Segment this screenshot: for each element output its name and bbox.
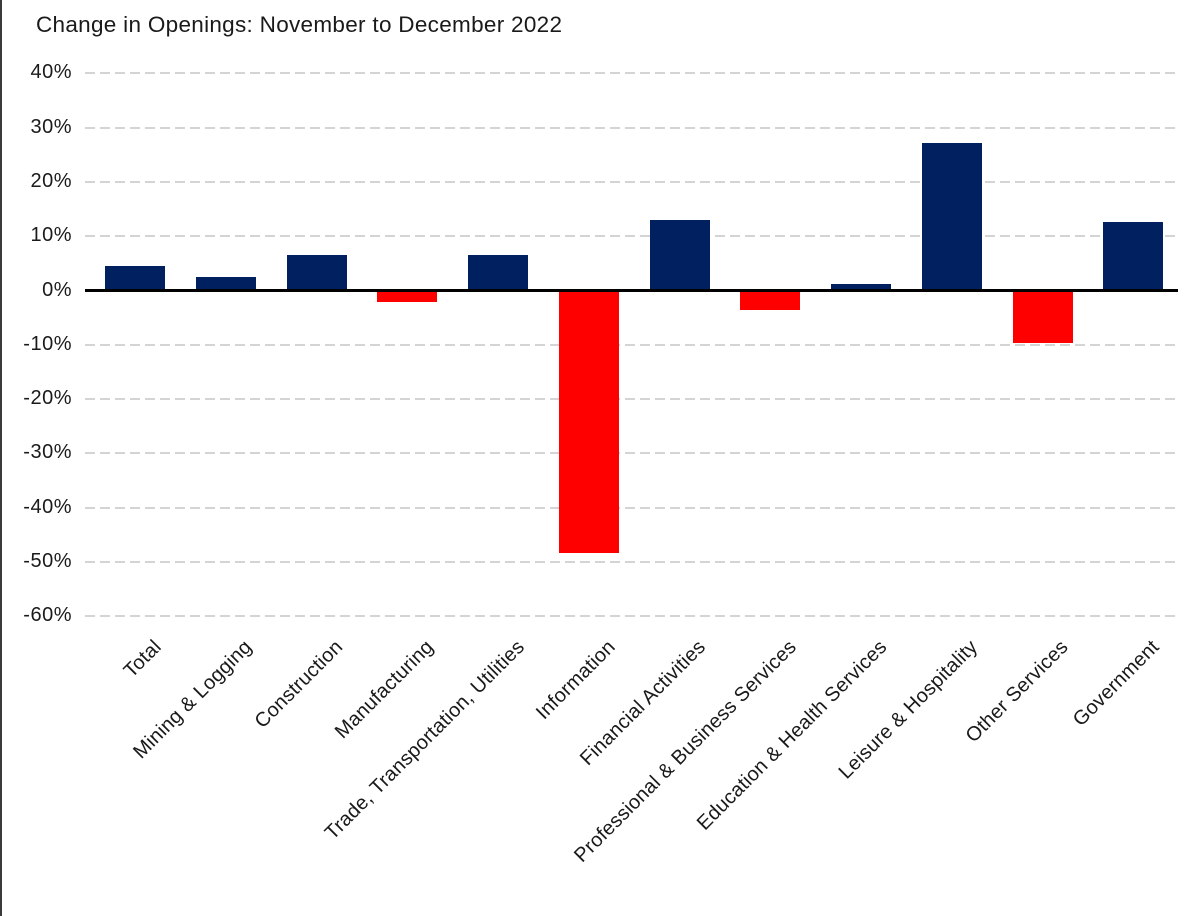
x-axis-category-label: Education & Health Services xyxy=(692,636,892,835)
gridline xyxy=(85,398,1178,401)
y-axis-tick-label: -30% xyxy=(23,441,72,464)
bar xyxy=(649,220,710,291)
bar xyxy=(1012,290,1073,344)
y-axis-tick-label: 40% xyxy=(30,61,72,84)
gridline xyxy=(85,72,1178,75)
y-axis-tick-label: -20% xyxy=(23,387,72,410)
bar xyxy=(1103,222,1164,291)
x-axis-category-label: Total xyxy=(119,636,166,683)
y-axis-tick-label: -40% xyxy=(23,495,72,518)
gridline xyxy=(85,180,1178,183)
y-axis-tick-label: 10% xyxy=(30,224,72,247)
gridline xyxy=(85,615,1178,618)
bar xyxy=(286,255,347,291)
bar xyxy=(105,266,165,291)
x-axis-category-label: Government xyxy=(1069,636,1164,731)
bar xyxy=(921,143,982,291)
x-axis-category-label: Trade, Transportation, Utilities xyxy=(320,636,529,845)
y-axis-tick-label: -10% xyxy=(23,332,72,355)
zero-axis-line xyxy=(85,289,1178,292)
gridline xyxy=(85,506,1178,509)
y-axis-tick-label: 20% xyxy=(30,169,72,192)
bar xyxy=(195,277,256,291)
bar xyxy=(831,283,891,291)
chart-title: Change in Openings: November to December… xyxy=(36,12,563,37)
bar xyxy=(558,290,619,553)
y-axis-tick-label: -60% xyxy=(23,604,72,627)
y-axis-tick-label: 30% xyxy=(30,115,72,138)
y-axis-tick-label: -50% xyxy=(23,550,72,572)
gridline xyxy=(85,235,1178,238)
gridline xyxy=(85,343,1178,346)
x-axis-category-label: Information xyxy=(531,636,620,724)
y-axis-tick-label: 0% xyxy=(42,278,72,301)
left-edge-line xyxy=(0,0,2,916)
bar xyxy=(377,290,438,302)
gridline xyxy=(85,452,1178,455)
bar xyxy=(740,290,801,310)
gridline xyxy=(85,126,1178,129)
x-axis-category-label: Construction xyxy=(250,636,348,733)
bar xyxy=(468,254,528,291)
gridline xyxy=(85,561,1178,563)
